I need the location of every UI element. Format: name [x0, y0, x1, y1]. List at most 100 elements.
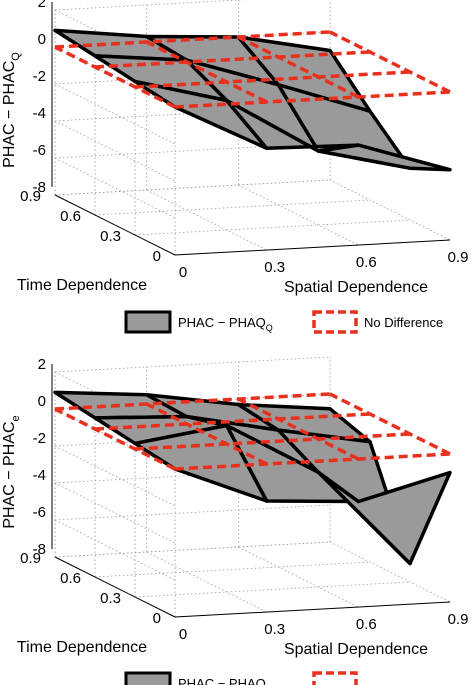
- z-axis-label-sub: e: [10, 415, 22, 421]
- z-axis-label-main: PHAC − PHAC: [1, 421, 18, 528]
- grid-line: [238, 184, 359, 246]
- legend-label-surface: PHAC − PHAQQ: [178, 315, 273, 333]
- tick-labels: 2 0 -2 -4 -6 -8 0 0.3 0.6 0.9 0 0.3 0.6 0.9: [20, 356, 468, 643]
- y-axis-label: Time Dependence: [17, 277, 147, 294]
- x-tick-label: 0: [179, 264, 187, 281]
- grid-line: [54, 356, 331, 373]
- z-tick-label: -4: [33, 467, 46, 484]
- y-axis-line: [54, 556, 176, 618]
- plane-line: [54, 407, 176, 471]
- grid-line: [329, 541, 451, 603]
- plane-line: [54, 30, 331, 49]
- z-tick-label: 2: [38, 356, 46, 373]
- x-axis-label: Spatial Dependence: [284, 641, 428, 658]
- y-tick-label: 0.6: [60, 570, 81, 587]
- legend-label-sub: Q: [266, 323, 273, 333]
- z-tick-label: 2: [38, 0, 46, 11]
- plane-line: [54, 392, 331, 411]
- legend: PHAC − PHAQQ No Difference: [124, 310, 443, 334]
- plane-line: [145, 40, 268, 104]
- grid-line: [94, 199, 371, 216]
- surface-patch: [316, 470, 452, 566]
- legend-label-plane: No Difference: [364, 315, 443, 330]
- plane-line: [94, 412, 371, 431]
- x-tick-label: 0.3: [264, 621, 285, 638]
- z-tick-label: -2: [33, 430, 46, 447]
- y-axis-label: Time Dependence: [17, 639, 147, 656]
- x-tick-label: 0.6: [356, 616, 377, 633]
- plane-line: [134, 432, 411, 451]
- z-tick-label: -6: [33, 142, 46, 159]
- x-tick-label: 0.9: [448, 249, 469, 266]
- grid-line: [329, 179, 451, 241]
- legend-label-surface: PHAC − PHAQ: [178, 676, 266, 685]
- plane-line: [134, 70, 411, 89]
- grid-line: [134, 581, 411, 598]
- y-tick-label: 0.3: [100, 590, 121, 607]
- z-tick-label: -8: [33, 179, 46, 196]
- x-axis-line: [174, 601, 451, 618]
- legend-swatch-surface: [124, 671, 172, 685]
- axis-labels: Spatial Dependence Time Dependence PHAC − …: [1, 415, 428, 658]
- plane-line: [174, 452, 451, 471]
- z-tick-label: 0: [38, 31, 46, 48]
- plane-line: [329, 392, 451, 456]
- legend-swatch-plane: [312, 671, 358, 685]
- surface-patch: [316, 143, 452, 172]
- z-tick-label: 0: [38, 393, 46, 410]
- axes: [51, 2, 451, 256]
- legend-label-main: PHAC − PHAQ: [178, 676, 266, 685]
- plane-line: [54, 45, 176, 109]
- z-axis-label-main: PHAC − PHAC: [1, 61, 18, 168]
- grid-line: [54, 120, 176, 182]
- grid-line: [134, 219, 411, 236]
- x-axis-line: [174, 239, 451, 256]
- y-tick-label: 0.9: [20, 550, 41, 567]
- y-tick-label: 0.6: [60, 208, 81, 225]
- tick-labels: 2 0 -2 -4 -6 -8 0 0.3 0.6 0.9 0 0.3 0.6 0.9: [20, 0, 468, 281]
- plane-line: [329, 30, 451, 94]
- y-tick-label: 0.3: [100, 228, 121, 245]
- z-tick-label: -2: [33, 68, 46, 85]
- x-tick-label: 0.6: [356, 254, 377, 271]
- axis-labels: Spatial Dependence Time Dependence PHAC − …: [1, 52, 428, 296]
- plane-line: [237, 35, 360, 99]
- grid-line: [238, 546, 359, 608]
- z-tick-label: -8: [33, 541, 46, 558]
- z-axis-label-sub: Q: [10, 52, 22, 61]
- grid-line: [54, 541, 331, 558]
- plane-line: [174, 90, 451, 109]
- grid-line: [94, 561, 371, 578]
- axes: [51, 364, 451, 618]
- z-tick-label: -6: [33, 504, 46, 521]
- grid-line: [54, 504, 331, 521]
- y-axis-line: [54, 194, 176, 256]
- x-tick-label: 0: [179, 626, 187, 643]
- no-difference-plane: [54, 392, 451, 471]
- plane-line: [94, 50, 371, 69]
- surface: [53, 390, 452, 566]
- legend-swatch-plane: [312, 310, 358, 334]
- z-axis-label: PHAC − PHACQ: [1, 52, 22, 168]
- y-tick-label: 0: [153, 248, 161, 265]
- z-tick-label: -4: [33, 105, 46, 122]
- grid-line: [146, 551, 267, 613]
- grid-line: [54, 0, 246, 11]
- y-tick-label: 0: [153, 610, 161, 627]
- grid-line: [54, 482, 176, 544]
- legend-swatch-surface: [124, 310, 172, 334]
- surface: [53, 28, 452, 172]
- z-axis-label: PHAC − PHACe: [1, 415, 22, 528]
- grid-line: [54, 179, 331, 196]
- no-difference-plane: [54, 30, 451, 109]
- legend-label-main: PHAC − PHAQ: [178, 315, 266, 330]
- x-tick-label: 0.9: [448, 611, 469, 628]
- grid-line: [146, 189, 267, 251]
- legend: PHAC − PHAQ: [124, 671, 358, 685]
- x-tick-label: 0.3: [264, 259, 285, 276]
- x-axis-label: Spatial Dependence: [284, 279, 428, 296]
- plane-line: [145, 402, 268, 466]
